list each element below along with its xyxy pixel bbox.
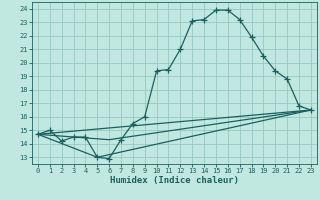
X-axis label: Humidex (Indice chaleur): Humidex (Indice chaleur)	[110, 176, 239, 185]
